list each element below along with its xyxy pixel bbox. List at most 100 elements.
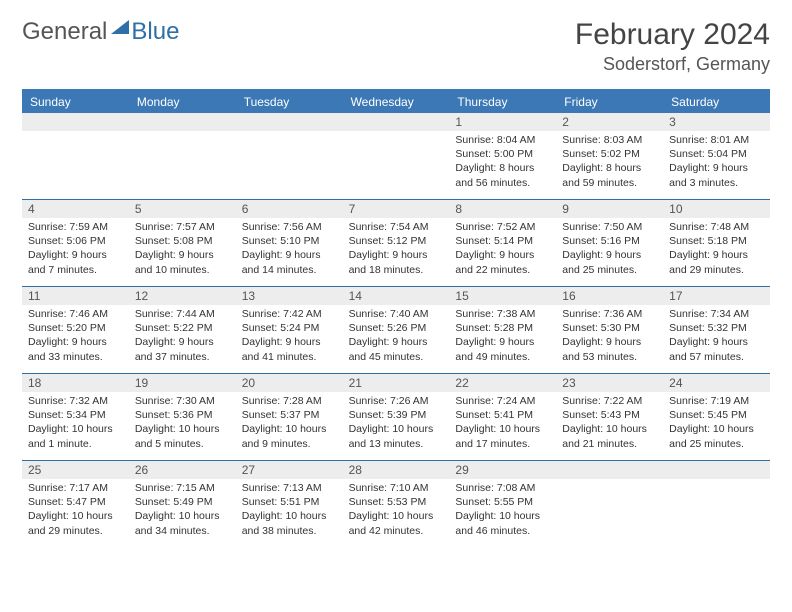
day-number: 18: [22, 374, 129, 392]
sunset-text: Sunset: 5:30 PM: [562, 321, 657, 335]
day-number: 6: [236, 200, 343, 218]
day-number: 14: [343, 287, 450, 305]
daylight-text: Daylight: 9 hours and 49 minutes.: [455, 335, 550, 363]
sunrise-text: Sunrise: 7:10 AM: [349, 481, 444, 495]
day-body: Sunrise: 7:24 AMSunset: 5:41 PMDaylight:…: [449, 392, 556, 455]
day-number: 17: [663, 287, 770, 305]
day-number: 8: [449, 200, 556, 218]
sunset-text: Sunset: 5:24 PM: [242, 321, 337, 335]
day-number: 26: [129, 461, 236, 479]
sunrise-text: Sunrise: 7:32 AM: [28, 394, 123, 408]
sunrise-text: Sunrise: 7:30 AM: [135, 394, 230, 408]
day-cell: 27Sunrise: 7:13 AMSunset: 5:51 PMDayligh…: [236, 461, 343, 547]
daylight-text: Daylight: 9 hours and 25 minutes.: [562, 248, 657, 276]
day-body: Sunrise: 7:44 AMSunset: 5:22 PMDaylight:…: [129, 305, 236, 368]
sunrise-text: Sunrise: 7:34 AM: [669, 307, 764, 321]
day-body: Sunrise: 7:38 AMSunset: 5:28 PMDaylight:…: [449, 305, 556, 368]
day-body: [22, 131, 129, 137]
day-number: 13: [236, 287, 343, 305]
daylight-text: Daylight: 10 hours and 46 minutes.: [455, 509, 550, 537]
daylight-text: Daylight: 9 hours and 22 minutes.: [455, 248, 550, 276]
day-cell: 24Sunrise: 7:19 AMSunset: 5:45 PMDayligh…: [663, 374, 770, 460]
sunset-text: Sunset: 5:49 PM: [135, 495, 230, 509]
day-number: 5: [129, 200, 236, 218]
sunset-text: Sunset: 5:04 PM: [669, 147, 764, 161]
day-body: Sunrise: 7:15 AMSunset: 5:49 PMDaylight:…: [129, 479, 236, 542]
day-number: [663, 461, 770, 479]
day-cell: [663, 461, 770, 547]
day-number: 3: [663, 113, 770, 131]
sunrise-text: Sunrise: 8:03 AM: [562, 133, 657, 147]
daylight-text: Daylight: 10 hours and 25 minutes.: [669, 422, 764, 450]
sunrise-text: Sunrise: 7:52 AM: [455, 220, 550, 234]
sunset-text: Sunset: 5:37 PM: [242, 408, 337, 422]
week-row: 1Sunrise: 8:04 AMSunset: 5:00 PMDaylight…: [22, 113, 770, 200]
day-body: Sunrise: 7:34 AMSunset: 5:32 PMDaylight:…: [663, 305, 770, 368]
sunset-text: Sunset: 5:02 PM: [562, 147, 657, 161]
day-number: 28: [343, 461, 450, 479]
day-body: Sunrise: 8:04 AMSunset: 5:00 PMDaylight:…: [449, 131, 556, 194]
day-body: Sunrise: 7:52 AMSunset: 5:14 PMDaylight:…: [449, 218, 556, 281]
sunset-text: Sunset: 5:43 PM: [562, 408, 657, 422]
calendar: Sunday Monday Tuesday Wednesday Thursday…: [22, 89, 770, 547]
day-header-tuesday: Tuesday: [236, 91, 343, 113]
sunset-text: Sunset: 5:47 PM: [28, 495, 123, 509]
day-cell: 28Sunrise: 7:10 AMSunset: 5:53 PMDayligh…: [343, 461, 450, 547]
day-body: Sunrise: 7:40 AMSunset: 5:26 PMDaylight:…: [343, 305, 450, 368]
day-cell: 17Sunrise: 7:34 AMSunset: 5:32 PMDayligh…: [663, 287, 770, 373]
day-cell: 11Sunrise: 7:46 AMSunset: 5:20 PMDayligh…: [22, 287, 129, 373]
day-body: Sunrise: 7:22 AMSunset: 5:43 PMDaylight:…: [556, 392, 663, 455]
sunset-text: Sunset: 5:12 PM: [349, 234, 444, 248]
sunrise-text: Sunrise: 8:01 AM: [669, 133, 764, 147]
day-number: 12: [129, 287, 236, 305]
logo: General Blue: [22, 18, 179, 46]
day-body: Sunrise: 7:54 AMSunset: 5:12 PMDaylight:…: [343, 218, 450, 281]
daylight-text: Daylight: 9 hours and 53 minutes.: [562, 335, 657, 363]
sunset-text: Sunset: 5:55 PM: [455, 495, 550, 509]
sunrise-text: Sunrise: 7:26 AM: [349, 394, 444, 408]
day-cell: 23Sunrise: 7:22 AMSunset: 5:43 PMDayligh…: [556, 374, 663, 460]
sunrise-text: Sunrise: 7:36 AM: [562, 307, 657, 321]
day-cell: 16Sunrise: 7:36 AMSunset: 5:30 PMDayligh…: [556, 287, 663, 373]
daylight-text: Daylight: 9 hours and 33 minutes.: [28, 335, 123, 363]
day-number: 21: [343, 374, 450, 392]
day-number: [22, 113, 129, 131]
daylight-text: Daylight: 9 hours and 57 minutes.: [669, 335, 764, 363]
daylight-text: Daylight: 9 hours and 37 minutes.: [135, 335, 230, 363]
sunrise-text: Sunrise: 7:24 AM: [455, 394, 550, 408]
day-cell: 14Sunrise: 7:40 AMSunset: 5:26 PMDayligh…: [343, 287, 450, 373]
day-cell: 26Sunrise: 7:15 AMSunset: 5:49 PMDayligh…: [129, 461, 236, 547]
day-cell: [343, 113, 450, 199]
sunrise-text: Sunrise: 7:13 AM: [242, 481, 337, 495]
day-cell: 4Sunrise: 7:59 AMSunset: 5:06 PMDaylight…: [22, 200, 129, 286]
sunset-text: Sunset: 5:14 PM: [455, 234, 550, 248]
day-header-sunday: Sunday: [22, 91, 129, 113]
sunrise-text: Sunrise: 7:28 AM: [242, 394, 337, 408]
sunrise-text: Sunrise: 7:44 AM: [135, 307, 230, 321]
daylight-text: Daylight: 10 hours and 21 minutes.: [562, 422, 657, 450]
day-body: [663, 479, 770, 485]
sunrise-text: Sunrise: 7:38 AM: [455, 307, 550, 321]
sunrise-text: Sunrise: 7:59 AM: [28, 220, 123, 234]
daylight-text: Daylight: 10 hours and 38 minutes.: [242, 509, 337, 537]
sunset-text: Sunset: 5:34 PM: [28, 408, 123, 422]
day-cell: 13Sunrise: 7:42 AMSunset: 5:24 PMDayligh…: [236, 287, 343, 373]
daylight-text: Daylight: 8 hours and 56 minutes.: [455, 161, 550, 189]
sunset-text: Sunset: 5:18 PM: [669, 234, 764, 248]
sunset-text: Sunset: 5:26 PM: [349, 321, 444, 335]
day-body: Sunrise: 8:03 AMSunset: 5:02 PMDaylight:…: [556, 131, 663, 194]
sunset-text: Sunset: 5:45 PM: [669, 408, 764, 422]
day-cell: 18Sunrise: 7:32 AMSunset: 5:34 PMDayligh…: [22, 374, 129, 460]
day-body: Sunrise: 7:56 AMSunset: 5:10 PMDaylight:…: [236, 218, 343, 281]
day-body: Sunrise: 7:46 AMSunset: 5:20 PMDaylight:…: [22, 305, 129, 368]
day-cell: 19Sunrise: 7:30 AMSunset: 5:36 PMDayligh…: [129, 374, 236, 460]
day-body: Sunrise: 7:28 AMSunset: 5:37 PMDaylight:…: [236, 392, 343, 455]
daylight-text: Daylight: 9 hours and 45 minutes.: [349, 335, 444, 363]
day-body: [343, 131, 450, 137]
sunrise-text: Sunrise: 7:42 AM: [242, 307, 337, 321]
day-cell: 21Sunrise: 7:26 AMSunset: 5:39 PMDayligh…: [343, 374, 450, 460]
day-cell: 15Sunrise: 7:38 AMSunset: 5:28 PMDayligh…: [449, 287, 556, 373]
day-body: Sunrise: 7:59 AMSunset: 5:06 PMDaylight:…: [22, 218, 129, 281]
day-cell: 3Sunrise: 8:01 AMSunset: 5:04 PMDaylight…: [663, 113, 770, 199]
daylight-text: Daylight: 9 hours and 7 minutes.: [28, 248, 123, 276]
